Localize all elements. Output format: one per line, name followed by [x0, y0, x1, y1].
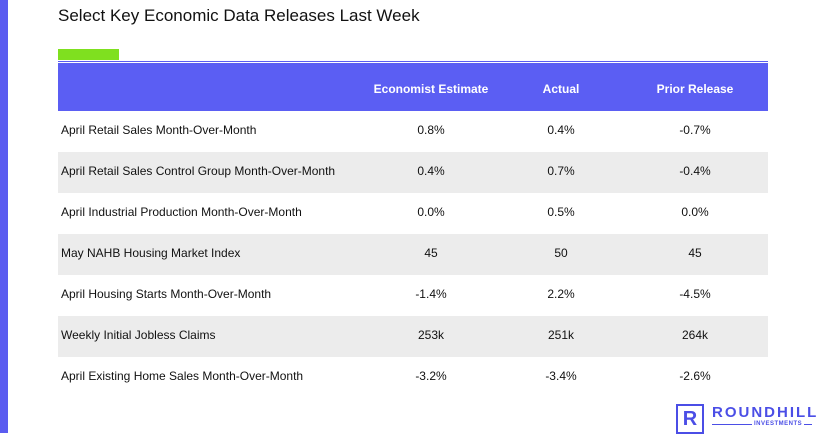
row-label: April Existing Home Sales Month-Over-Mon…: [61, 369, 304, 383]
column-header: Economist Estimate: [373, 82, 489, 96]
cell: 45: [688, 246, 702, 260]
cell: 0.7%: [547, 164, 575, 178]
accent-bar: [58, 49, 119, 60]
table-row: April Retail Sales Month-Over-Month 0.8% 0…: [58, 111, 768, 152]
cell: -3.4%: [545, 369, 577, 383]
row-label: April Retail Sales Control Group Month-O…: [61, 164, 336, 178]
cell: 0.0%: [417, 205, 445, 219]
table-row: April Industrial Production Month-Over-M…: [58, 193, 768, 234]
table-row: April Existing Home Sales Month-Over-Mon…: [58, 357, 768, 398]
cell: 45: [424, 246, 438, 260]
cell: 2.2%: [547, 287, 575, 301]
cell: -4.5%: [679, 287, 711, 301]
cell: 264k: [681, 328, 709, 342]
row-label: April Retail Sales Month-Over-Month: [61, 123, 257, 137]
table-row: April Retail Sales Control Group Month-O…: [58, 152, 768, 193]
cell: 0.4%: [547, 123, 575, 137]
title: Select Key Economic Data Releases Last W…: [58, 6, 420, 25]
cell: 0.0%: [681, 205, 709, 219]
cell: 251k: [547, 328, 575, 342]
row-label: April Housing Starts Month-Over-Month: [61, 287, 272, 301]
cell: -2.6%: [679, 369, 711, 383]
column-header: Prior Release: [656, 82, 734, 96]
side-bar: [0, 0, 8, 433]
table-row: Weekly Initial Jobless Claims 253k 251k 264…: [58, 316, 768, 357]
table: Economist Estimate Actual Prior Release Apr…: [58, 63, 768, 398]
column-header: Actual: [542, 82, 580, 96]
cell: 0.8%: [417, 123, 445, 137]
logo-mark: R: [676, 404, 704, 434]
header-row: Economist Estimate Actual Prior Release: [58, 63, 768, 111]
cell: -0.7%: [679, 123, 711, 137]
cell: -3.2%: [415, 369, 447, 383]
rule: [58, 61, 768, 62]
cell: 50: [554, 246, 568, 260]
logo-name: ROUNDHILL: [712, 404, 819, 421]
cell: -1.4%: [415, 287, 447, 301]
row-label: May NAHB Housing Market Index: [61, 246, 241, 260]
cell: 253k: [417, 328, 445, 342]
cell: -0.4%: [679, 164, 711, 178]
table-row: May NAHB Housing Market Index 45 50 45: [58, 234, 768, 275]
logo-tagline: INVESTMENTS: [752, 421, 805, 427]
table-row: April Housing Starts Month-Over-Month -1.…: [58, 275, 768, 316]
row-label: Weekly Initial Jobless Claims: [61, 328, 216, 342]
cell: 0.5%: [547, 205, 575, 219]
row-label: April Industrial Production Month-Over-M…: [61, 205, 302, 219]
cell: 0.4%: [417, 164, 445, 178]
